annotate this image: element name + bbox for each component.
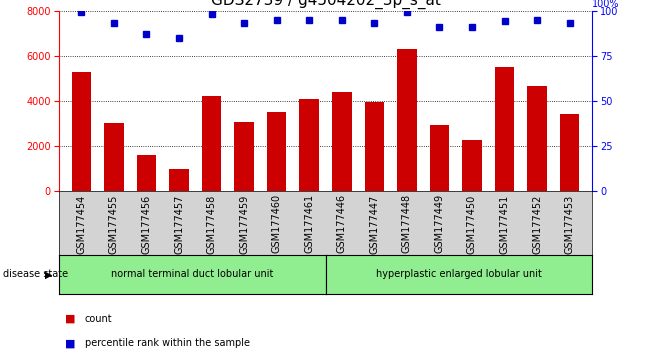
Text: count: count <box>85 314 112 324</box>
Text: ▶: ▶ <box>45 269 53 279</box>
Text: GSM177461: GSM177461 <box>304 194 314 253</box>
Text: GSM177455: GSM177455 <box>109 194 119 254</box>
Text: GSM177456: GSM177456 <box>141 194 152 253</box>
Text: GSM177451: GSM177451 <box>499 194 510 253</box>
Text: ■: ■ <box>65 338 76 348</box>
Bar <box>527 86 547 191</box>
Text: GSM177446: GSM177446 <box>337 194 347 253</box>
Text: GSM177460: GSM177460 <box>271 194 282 253</box>
Bar <box>202 96 221 191</box>
Bar <box>169 169 189 191</box>
Bar <box>104 124 124 191</box>
Text: GSM177447: GSM177447 <box>369 194 380 253</box>
Bar <box>299 99 319 191</box>
Bar <box>462 141 482 191</box>
Bar <box>234 122 254 191</box>
Text: GSM177448: GSM177448 <box>402 194 412 253</box>
Text: GSM177457: GSM177457 <box>174 194 184 254</box>
Text: GSM177458: GSM177458 <box>206 194 217 253</box>
Bar <box>72 72 91 191</box>
Text: hyperplastic enlarged lobular unit: hyperplastic enlarged lobular unit <box>376 269 542 279</box>
Text: GSM177453: GSM177453 <box>564 194 575 253</box>
Text: GSM177450: GSM177450 <box>467 194 477 253</box>
Bar <box>560 114 579 191</box>
Bar <box>365 102 384 191</box>
Bar <box>430 125 449 191</box>
Text: GSM177459: GSM177459 <box>239 194 249 253</box>
Bar <box>397 49 417 191</box>
Text: GSM177452: GSM177452 <box>532 194 542 254</box>
Bar <box>495 67 514 191</box>
Bar <box>332 92 352 191</box>
Text: percentile rank within the sample: percentile rank within the sample <box>85 338 249 348</box>
Text: disease state: disease state <box>3 269 68 279</box>
Text: GSM177454: GSM177454 <box>76 194 87 253</box>
Title: GDS2739 / g4504202_3p_s_at: GDS2739 / g4504202_3p_s_at <box>210 0 441 9</box>
Text: GSM177449: GSM177449 <box>434 194 445 253</box>
Text: ■: ■ <box>65 314 76 324</box>
Bar <box>137 155 156 191</box>
Text: 100%: 100% <box>592 0 620 9</box>
Bar <box>267 112 286 191</box>
Text: normal terminal duct lobular unit: normal terminal duct lobular unit <box>111 269 273 279</box>
